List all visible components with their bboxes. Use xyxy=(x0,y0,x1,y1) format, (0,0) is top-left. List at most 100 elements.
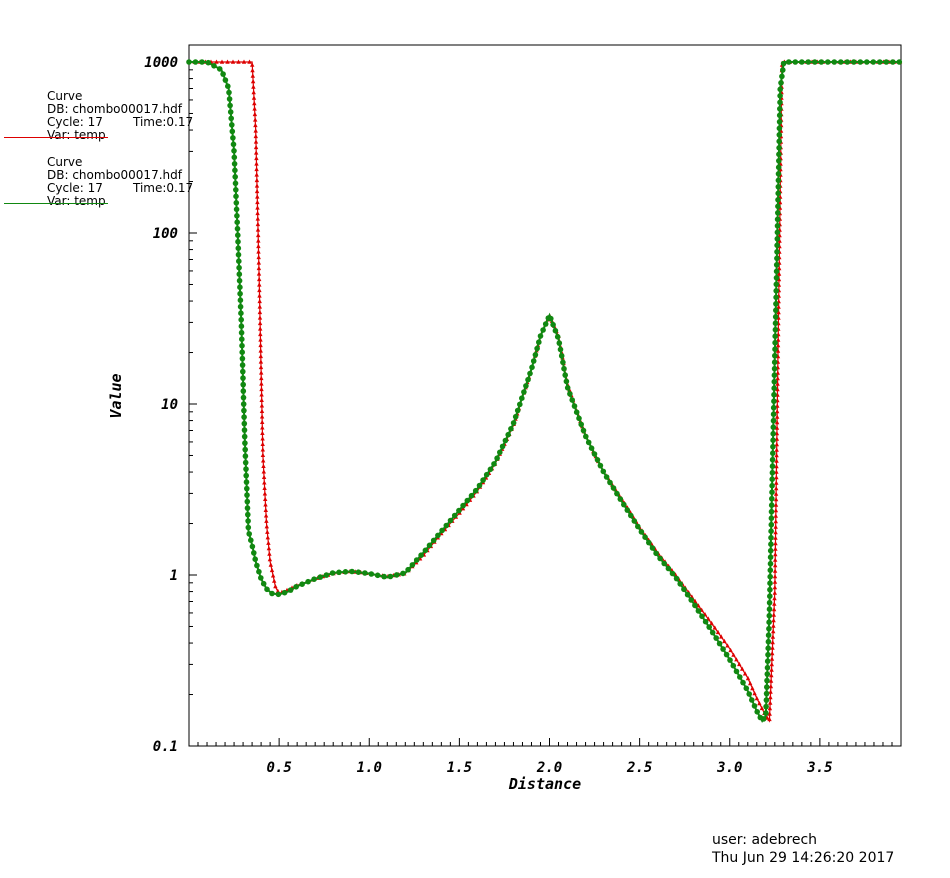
data-point xyxy=(260,447,265,452)
data-point xyxy=(722,638,727,644)
data-point xyxy=(681,586,687,593)
data-point xyxy=(775,177,782,184)
data-point xyxy=(548,315,554,322)
data-point xyxy=(883,59,890,65)
data-point xyxy=(523,383,529,389)
legend-cycle: Cycle: 17 xyxy=(47,115,103,129)
data-point xyxy=(254,150,259,155)
data-point xyxy=(773,281,780,288)
data-point xyxy=(239,362,246,368)
data-point xyxy=(418,552,424,558)
data-point xyxy=(252,100,257,106)
data-point xyxy=(709,629,716,636)
data-point xyxy=(763,697,770,703)
data-point xyxy=(232,167,238,174)
data-point xyxy=(216,66,223,72)
data-point xyxy=(536,339,542,346)
data-point xyxy=(768,515,775,521)
data-point xyxy=(250,78,256,84)
data-point xyxy=(240,401,247,407)
data-point xyxy=(764,671,771,677)
data-point xyxy=(774,249,780,255)
data-point xyxy=(468,492,475,499)
data-point xyxy=(443,522,450,529)
data-point xyxy=(591,451,598,457)
data-point xyxy=(550,321,556,328)
data-point xyxy=(771,623,776,628)
data-point xyxy=(775,414,780,419)
data-point xyxy=(776,310,781,315)
data-point xyxy=(725,643,730,648)
data-point xyxy=(542,321,549,327)
data-point xyxy=(779,73,785,80)
data-point xyxy=(527,370,533,377)
data-point xyxy=(253,128,258,133)
data-point xyxy=(255,221,261,227)
data-point xyxy=(235,251,242,258)
data-point xyxy=(773,294,779,301)
data-point xyxy=(768,528,774,534)
data-point xyxy=(254,172,259,177)
data-point xyxy=(240,375,246,381)
data-point xyxy=(259,408,265,413)
legend-var: Var: temp xyxy=(47,128,106,142)
data-point xyxy=(234,219,240,225)
series-line xyxy=(189,61,901,723)
data-point xyxy=(560,359,566,366)
data-point xyxy=(775,197,781,203)
data-point xyxy=(734,657,739,662)
data-point xyxy=(252,106,257,111)
data-point xyxy=(775,387,780,392)
data-point xyxy=(235,232,241,238)
data-point xyxy=(186,59,192,65)
data-point xyxy=(776,271,782,276)
data-point xyxy=(776,125,783,132)
data-point xyxy=(225,83,231,89)
data-point xyxy=(745,675,751,681)
data-point xyxy=(273,583,278,589)
data-point xyxy=(237,303,244,310)
data-point xyxy=(776,145,782,151)
data-point xyxy=(255,199,260,205)
data-point xyxy=(281,589,288,596)
data-point xyxy=(774,229,781,236)
data-point xyxy=(653,550,659,557)
data-point xyxy=(772,590,777,595)
data-point xyxy=(255,227,261,232)
data-point xyxy=(258,331,263,337)
data-point xyxy=(236,258,242,265)
y-tick-label: 1000 xyxy=(144,55,178,71)
data-point xyxy=(776,151,782,158)
data-point xyxy=(770,443,776,450)
data-point xyxy=(240,388,247,394)
data-point xyxy=(578,421,584,428)
data-point xyxy=(774,242,780,249)
data-point xyxy=(228,115,234,122)
data-point xyxy=(844,59,851,65)
data-point xyxy=(638,529,645,535)
data-point xyxy=(766,599,773,606)
data-point xyxy=(719,634,724,639)
data-point xyxy=(456,507,462,514)
data-point xyxy=(393,572,400,578)
data-point xyxy=(768,534,774,541)
data-point xyxy=(236,264,242,271)
data-point xyxy=(238,323,245,330)
data-point xyxy=(260,441,265,446)
data-point xyxy=(571,403,578,409)
data-point xyxy=(723,651,730,658)
data-point xyxy=(311,576,317,582)
data-point xyxy=(770,404,777,411)
data-point xyxy=(255,210,260,216)
data-point xyxy=(805,59,812,65)
data-point xyxy=(529,364,535,371)
data-point xyxy=(771,391,777,398)
data-point xyxy=(771,359,778,366)
data-point xyxy=(231,161,238,167)
data-point xyxy=(773,519,778,524)
data-point xyxy=(773,307,779,314)
data-point xyxy=(246,531,252,537)
data-point xyxy=(259,397,264,402)
data-point xyxy=(635,523,641,530)
data-point xyxy=(657,555,663,562)
